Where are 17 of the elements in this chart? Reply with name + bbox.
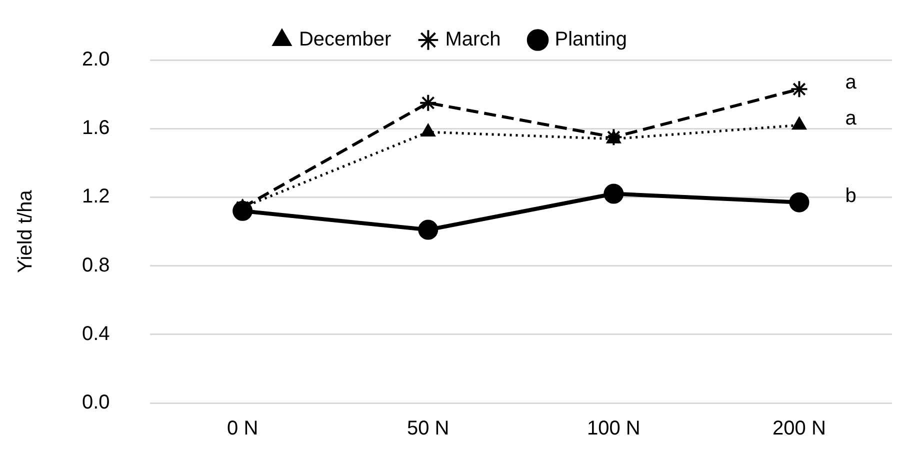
legend-label: Planting xyxy=(554,28,628,51)
y-tick-label: 1.2 xyxy=(82,186,110,208)
y-tick-label: 2.0 xyxy=(82,48,110,71)
x-tick-label: 100 N xyxy=(586,418,640,440)
y-tick-label: 1.6 xyxy=(82,117,110,140)
annotation: a xyxy=(845,72,858,94)
annotation: a xyxy=(845,108,858,130)
annotation: b xyxy=(845,184,856,207)
legend-label: December xyxy=(298,28,392,51)
x-tick-label: 200 N xyxy=(772,418,826,440)
x-tick-label: 0 N xyxy=(227,418,258,440)
y-axis-title: Yield t/ha xyxy=(14,189,37,273)
y-tick-label: 0.0 xyxy=(82,392,110,414)
y-tick-label: 0.4 xyxy=(82,322,110,345)
legend-label: March xyxy=(445,28,501,51)
y-tick-label: 0.8 xyxy=(82,254,110,276)
x-tick-label: 50 N xyxy=(407,418,450,440)
